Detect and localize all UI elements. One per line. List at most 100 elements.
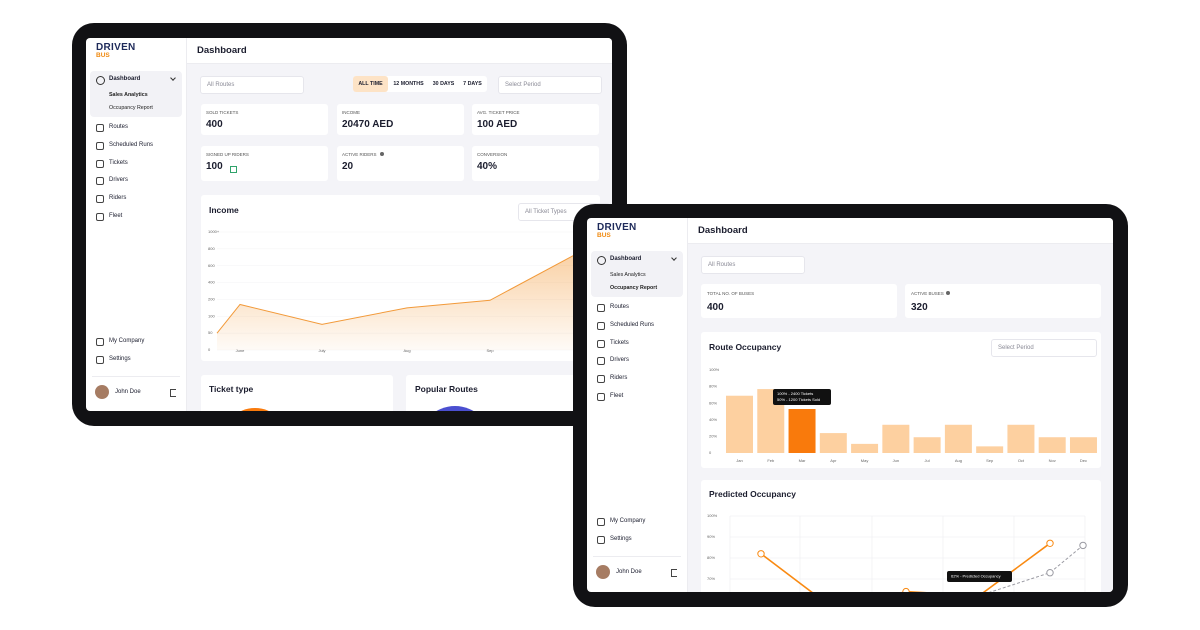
y-tick-label: 90% bbox=[707, 534, 715, 539]
nav-icon bbox=[597, 393, 605, 401]
panel-title: Popular Routes bbox=[415, 384, 478, 394]
x-tick-label: Oct bbox=[1018, 458, 1025, 463]
stat-value: 320 bbox=[911, 302, 928, 313]
nav-icon bbox=[96, 124, 104, 132]
x-tick-label: Jan bbox=[736, 458, 742, 463]
nav-icon bbox=[96, 76, 105, 85]
card bbox=[472, 104, 599, 135]
bar bbox=[851, 443, 879, 453]
stat-value: 20470 AED bbox=[342, 119, 394, 130]
card bbox=[406, 375, 600, 411]
nav-item[interactable]: Tickets bbox=[109, 159, 128, 166]
nav-sub-item[interactable]: Occupancy Report bbox=[109, 105, 153, 111]
series-point bbox=[1046, 539, 1054, 547]
y-tick-label: 1000+ bbox=[208, 229, 220, 234]
tooltip bbox=[773, 389, 831, 405]
nav-sub-item[interactable]: Sales Analytics bbox=[109, 92, 148, 98]
series-line bbox=[760, 542, 1051, 592]
period-button[interactable]: 30 DAYS bbox=[432, 81, 455, 87]
nav-item[interactable]: Settings bbox=[610, 536, 632, 542]
divider bbox=[593, 556, 681, 557]
nav-item[interactable]: Routes bbox=[610, 304, 630, 310]
y-tick-label: 20% bbox=[709, 433, 717, 438]
y-tick-label: 100% bbox=[707, 513, 718, 518]
nav-item[interactable]: My Company bbox=[109, 338, 145, 344]
bar bbox=[882, 424, 910, 453]
y-tick-label: 0 bbox=[208, 347, 211, 352]
period-picker[interactable]: Select Period bbox=[498, 76, 602, 94]
period-picker[interactable]: Select Period bbox=[991, 339, 1097, 357]
x-tick-label: Aug bbox=[955, 458, 962, 463]
tooltip-text: 100% - 2400 Tickets bbox=[777, 391, 813, 396]
sidebar-divider bbox=[687, 218, 688, 592]
nav-item[interactable]: Drivers bbox=[610, 357, 629, 364]
x-tick-label: Aug bbox=[403, 348, 410, 353]
logo-brand: DRIVEN bbox=[96, 42, 136, 53]
x-tick-label: Nov bbox=[1049, 458, 1056, 463]
nav-item[interactable]: Settings bbox=[109, 356, 131, 362]
stat-value: 20 bbox=[342, 161, 354, 172]
period-button[interactable]: 7 DAYS bbox=[463, 81, 482, 87]
period-button[interactable]: ALL TIME bbox=[353, 76, 388, 92]
nav-icon bbox=[96, 177, 104, 186]
divider bbox=[92, 376, 180, 377]
x-tick-label: Apr bbox=[830, 458, 837, 463]
y-tick-label: 40% bbox=[709, 417, 717, 422]
sidebar-divider bbox=[186, 38, 187, 411]
nav-icon bbox=[96, 356, 104, 364]
header-bar bbox=[186, 38, 612, 64]
period-button[interactable]: 12 MONTHS bbox=[393, 81, 424, 87]
nav-item[interactable]: Riders bbox=[610, 375, 628, 382]
tooltip-text: 50% - 1200 Tickets Sold bbox=[777, 397, 820, 402]
y-tick-label: 200 bbox=[208, 296, 215, 301]
stat-label: TOTAL NO. OF BUSES bbox=[707, 291, 755, 296]
nav-icon bbox=[597, 357, 605, 366]
pie-chart bbox=[436, 406, 474, 411]
stat-value: 400 bbox=[206, 119, 223, 130]
user-name[interactable]: John Doe bbox=[115, 389, 141, 395]
nav-item[interactable]: Riders bbox=[109, 195, 127, 202]
nav-dashboard[interactable]: Dashboard bbox=[610, 256, 642, 262]
stat-label: CONVERSION bbox=[477, 152, 508, 157]
x-tick-label: Dec bbox=[1080, 458, 1087, 463]
nav-highlight bbox=[90, 71, 182, 117]
nav-sub-item[interactable]: Occupancy Report bbox=[610, 285, 658, 291]
nav-item[interactable]: Drivers bbox=[109, 177, 128, 184]
card bbox=[337, 146, 464, 181]
nav-item[interactable]: Scheduled Runs bbox=[109, 141, 154, 148]
chart-layer: 0 20% 40% 60% 80% 100% Jan Feb Mar Apr May Jun Jul Au… bbox=[707, 367, 1097, 592]
logo-sub: BUS bbox=[597, 232, 611, 239]
route-filter[interactable]: All Routes bbox=[701, 256, 805, 274]
nav-icon bbox=[597, 256, 606, 265]
stat-label: SIGNED UP RIDERS bbox=[206, 152, 249, 157]
nav-item[interactable]: Scheduled Runs bbox=[610, 321, 655, 328]
nav-item[interactable]: Tickets bbox=[610, 339, 629, 346]
x-tick-label: June bbox=[236, 348, 245, 353]
y-tick-label: 0 bbox=[709, 450, 712, 455]
chart-title: Route Occupancy bbox=[709, 342, 782, 352]
bar bbox=[944, 424, 972, 453]
logout-icon[interactable] bbox=[170, 389, 176, 397]
nav-sub-item[interactable]: Sales Analytics bbox=[610, 272, 646, 278]
card bbox=[201, 104, 328, 135]
series-point bbox=[902, 587, 910, 592]
y-tick-label: 400 bbox=[208, 280, 215, 285]
avatar bbox=[596, 565, 610, 579]
nav-icon bbox=[597, 536, 605, 544]
nav-icon bbox=[597, 375, 605, 384]
nav-item[interactable]: Fleet bbox=[109, 213, 123, 219]
nav-dashboard[interactable]: Dashboard bbox=[109, 76, 141, 82]
logout-icon[interactable] bbox=[671, 569, 677, 577]
user-name[interactable]: John Doe bbox=[616, 569, 642, 575]
card bbox=[201, 146, 328, 181]
nav-item[interactable]: My Company bbox=[610, 518, 646, 524]
x-tick-label: Sep bbox=[986, 458, 994, 463]
income-line bbox=[216, 254, 576, 334]
nav-item[interactable]: Fleet bbox=[610, 393, 624, 399]
x-tick-label: Sep bbox=[486, 348, 494, 353]
panel-title: Ticket type bbox=[209, 384, 254, 394]
route-filter[interactable]: All Routes bbox=[200, 76, 304, 94]
nav-item[interactable]: Routes bbox=[109, 124, 129, 130]
y-tick-label: 100% bbox=[709, 367, 720, 372]
